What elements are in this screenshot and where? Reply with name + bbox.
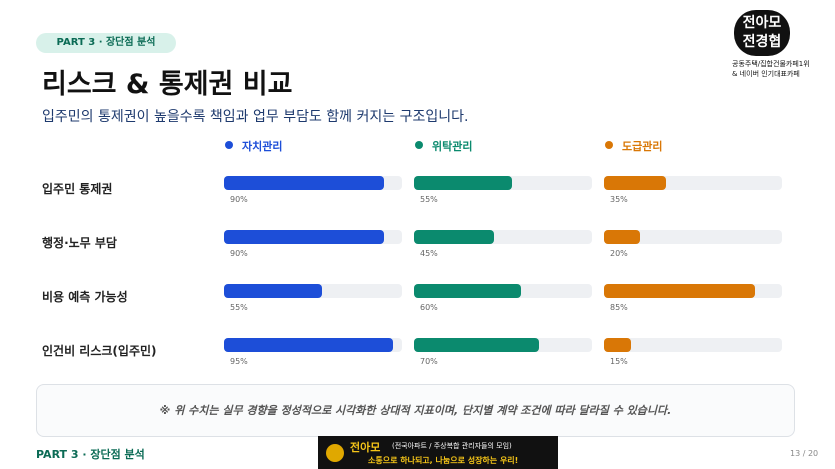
bar-track <box>604 230 782 244</box>
legend-label: 도급관리 <box>622 140 663 153</box>
category-label: 행정·노무 부담 <box>42 236 117 250</box>
value-label: 55% <box>230 303 248 312</box>
note: ※ 위 수치는 실무 경향을 정성적으로 시각화한 상대적 지표이며, 단지별 … <box>36 384 795 437</box>
page-number: 13 / 20 <box>790 449 819 458</box>
value-label: 20% <box>610 249 628 258</box>
value-label: 35% <box>610 195 628 204</box>
bar <box>224 230 385 244</box>
section-badge: PART 3 · 장단점 분석 <box>36 33 176 53</box>
bar <box>604 338 631 352</box>
bar <box>414 230 495 244</box>
logo-caption: 공동주택/집합건물카페1위 <box>732 60 810 68</box>
bar <box>224 284 322 298</box>
bar <box>604 176 667 190</box>
bar <box>604 284 756 298</box>
value-label: 70% <box>420 357 438 366</box>
value-label: 90% <box>230 195 248 204</box>
banner-icon <box>326 444 344 462</box>
logo: 전아모 전경협 <box>734 10 790 56</box>
value-label: 85% <box>610 303 628 312</box>
banner-sub: (전국아파트 / 주상복합 관리자들의 모임) <box>392 442 512 450</box>
footer-banner: 전아모 (전국아파트 / 주상복합 관리자들의 모임) 소통으로 하나되고, 나… <box>318 436 558 469</box>
footer-section: PART 3 · 장단점 분석 <box>36 448 145 461</box>
bar <box>414 284 521 298</box>
value-label: 60% <box>420 303 438 312</box>
legend-marker <box>605 141 613 149</box>
logo-line: 전경협 <box>742 34 782 50</box>
title: 리스크 & 통제권 비교 <box>42 69 293 100</box>
legend-marker <box>225 141 233 149</box>
category-label: 비용 예측 가능성 <box>42 290 128 304</box>
legend-marker <box>415 141 423 149</box>
bar <box>224 176 385 190</box>
logo-line: 전아모 <box>742 15 782 31</box>
category-label: 입주민 통제권 <box>42 182 113 196</box>
bar-track <box>604 338 782 352</box>
banner-slogan: 소통으로 하나되고, 나눔으로 성장하는 우리! <box>368 456 519 465</box>
banner-brand: 전아모 <box>350 441 381 454</box>
bar <box>604 230 640 244</box>
value-label: 90% <box>230 249 248 258</box>
value-label: 45% <box>420 249 438 258</box>
legend-label: 자치관리 <box>242 140 283 153</box>
bar <box>414 176 512 190</box>
value-label: 55% <box>420 195 438 204</box>
value-label: 95% <box>230 357 248 366</box>
category-label: 인건비 리스크(입주민) <box>42 344 157 358</box>
legend-label: 위탁관리 <box>432 140 473 153</box>
bar <box>414 338 539 352</box>
value-label: 15% <box>610 357 628 366</box>
bar <box>224 338 394 352</box>
subtitle: 입주민의 통제권이 높을수록 책임과 업무 부담도 함께 커지는 구조입니다. <box>42 109 469 125</box>
logo-caption: & 네이버 인기대표카페 <box>732 70 800 78</box>
